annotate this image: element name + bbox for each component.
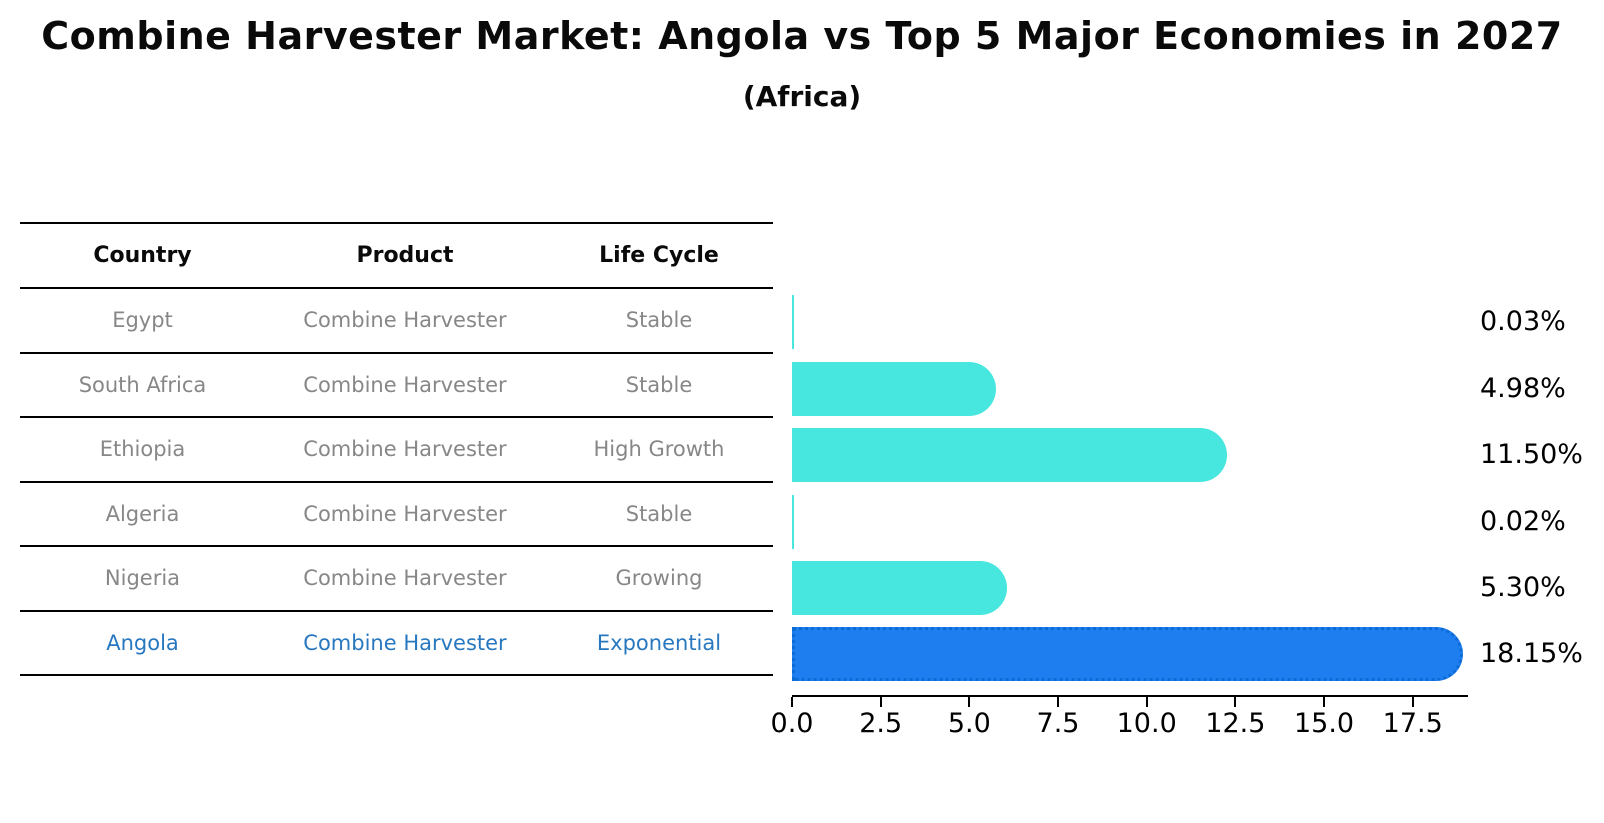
x-tick-label: 12.5 [1205,708,1266,739]
x-tick-mark [1145,697,1148,707]
table-row-ethiopia: Ethiopia Combine Harvester High Growth [20,418,773,483]
country-table: Country Product Life Cycle Egypt Combine … [20,222,773,676]
bar-algeria [792,494,794,549]
bar-value-label-angola: 18.15% [1480,638,1583,670]
x-tick-mark [879,697,882,707]
table-body: Egypt Combine Harvester Stable South Africa… [20,289,773,676]
cell-product: Combine Harvester [303,501,507,526]
cell-product: Combine Harvester [303,566,507,591]
x-tick-mark [1411,697,1414,707]
cell-life_cycle: High Growth [593,437,725,462]
cell-life_cycle: Exponential [596,630,722,655]
table-row-south-africa: South Africa Combine Harvester Stable [20,354,773,418]
bar-nigeria [792,561,1007,616]
cell-country: Ethiopia [99,437,186,462]
cell-product: Combine Harvester [303,372,507,397]
x-tick-mark [968,697,971,707]
table-header-lifecycle: Life Cycle [599,243,719,268]
cell-country: Egypt [112,308,173,333]
x-tick-label: 10.0 [1116,708,1177,739]
cell-country: South Africa [78,372,207,397]
cell-life_cycle: Stable [625,308,693,333]
cell-product: Combine Harvester [303,437,507,462]
table-row-algeria: Algeria Combine Harvester Stable [20,483,773,547]
x-tick-label: 7.5 [1036,708,1080,739]
x-tick-mark [791,697,793,707]
table-row-nigeria: Nigeria Combine Harvester Growing [20,547,773,612]
table-header-country: Country [93,243,192,268]
chart-subtitle: (Africa) [742,80,862,113]
x-tick-label: 0.0 [770,708,814,739]
table-row-egypt: Egypt Combine Harvester Stable [20,289,773,354]
bar-egypt [792,295,794,350]
x-tick-label: 2.5 [859,708,903,739]
x-tick-mark [1234,697,1237,707]
cell-country: Angola [106,630,179,655]
bar-value-label-ethiopia: 11.50% [1480,439,1583,471]
x-tick-label: 5.0 [947,708,991,739]
x-tick-mark [1323,697,1326,707]
cell-life_cycle: Stable [625,372,693,397]
cell-life_cycle: Growing [615,566,703,591]
x-axis-line [792,695,1468,697]
cell-country: Algeria [105,501,180,526]
x-tick-mark [1057,697,1060,707]
bar-angola [792,627,1463,682]
x-tick-label: 15.0 [1293,708,1355,739]
table-row-angola: Angola Combine Harvester Exponential [20,612,773,676]
table-header-row: Country Product Life Cycle [20,224,773,289]
table-header-product: Product [356,243,454,268]
bar-south-africa [792,361,996,416]
cell-product: Combine Harvester [303,308,507,333]
bar-value-label-south-africa: 4.98% [1480,372,1566,404]
bar-value-label-algeria: 0.02% [1480,505,1566,537]
bar-value-label-egypt: 0.03% [1480,306,1566,338]
cell-life_cycle: Stable [625,501,693,526]
x-tick-label: 17.5 [1382,708,1443,739]
cell-country: Nigeria [104,566,181,591]
cell-product: Combine Harvester [303,630,507,655]
chart-title: Combine Harvester Market: Angola vs Top … [41,14,1563,58]
bar-value-label-nigeria: 5.30% [1480,572,1566,604]
bar-ethiopia [792,428,1227,483]
